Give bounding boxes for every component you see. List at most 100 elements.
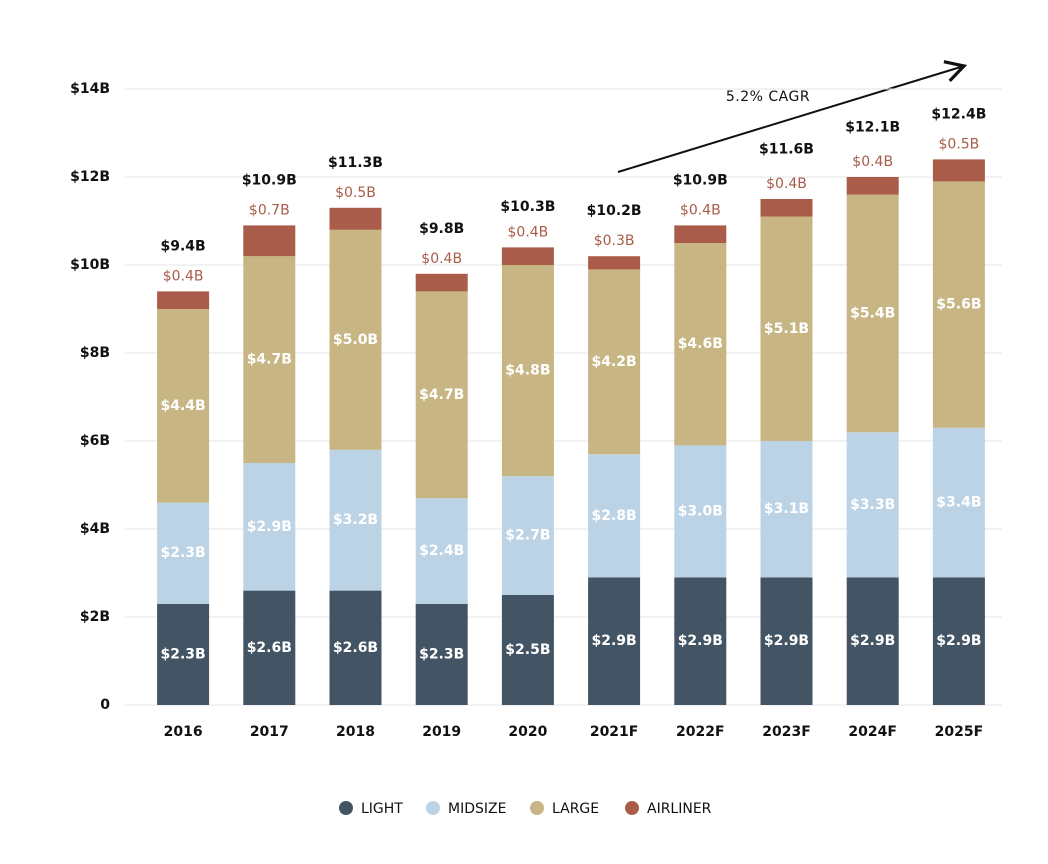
value-label: $4.7B xyxy=(419,387,464,403)
value-label: $3.0B xyxy=(678,503,723,519)
bar-segment xyxy=(846,577,899,705)
x-tick-label: 2025F xyxy=(935,724,984,740)
total-label: $10.2B xyxy=(587,203,642,219)
bar-segment xyxy=(846,432,899,578)
value-label: $2.9B xyxy=(936,633,981,649)
bar-segment xyxy=(588,577,641,705)
y-tick-label: $6B xyxy=(80,433,110,449)
value-label: $0.3B xyxy=(594,233,635,249)
bar-segment xyxy=(932,577,985,705)
value-label: $0.7B xyxy=(249,202,290,218)
bar-segment xyxy=(501,247,554,265)
bar-segment xyxy=(846,177,899,195)
value-label: $2.5B xyxy=(505,642,550,658)
total-label: $11.6B xyxy=(759,142,814,158)
bar-segment xyxy=(932,427,985,578)
legend-swatch xyxy=(339,801,353,815)
legend-swatch xyxy=(625,801,639,815)
value-label: $2.9B xyxy=(850,633,895,649)
bar-segment xyxy=(243,225,296,257)
legend-label: LARGE xyxy=(552,801,599,817)
value-label: $2.9B xyxy=(591,633,636,649)
bar-segment xyxy=(329,229,382,450)
x-tick-label: 2018 xyxy=(336,724,375,740)
bar-segment xyxy=(588,256,641,270)
cagr-arrow xyxy=(617,60,968,173)
value-label: $3.3B xyxy=(850,497,895,513)
value-label: $2.7B xyxy=(505,528,550,544)
bar-segment xyxy=(932,181,985,428)
bar-segment xyxy=(760,441,813,578)
x-tick-label: 2020 xyxy=(508,724,547,740)
y-tick-label: $4B xyxy=(80,521,110,537)
x-tick-label: 2022F xyxy=(676,724,725,740)
total-label: $9.4B xyxy=(160,238,205,254)
value-label: $5.0B xyxy=(333,332,378,348)
bar-segment xyxy=(329,590,382,705)
value-label: $0.4B xyxy=(680,202,721,218)
y-tick-label: $8B xyxy=(80,345,110,361)
y-tick-label: $12B xyxy=(70,169,110,185)
legend-swatch xyxy=(426,801,440,815)
y-tick-label: $10B xyxy=(70,257,110,273)
total-label: $10.9B xyxy=(673,172,728,188)
total-label: $9.8B xyxy=(419,221,464,237)
value-label: $4.4B xyxy=(160,398,205,414)
value-label: $5.1B xyxy=(764,321,809,337)
total-label: $12.1B xyxy=(845,120,900,136)
total-label: $12.4B xyxy=(931,106,986,122)
value-label: $3.1B xyxy=(764,501,809,517)
bar-segment xyxy=(243,590,296,705)
value-label: $4.6B xyxy=(678,336,723,352)
y-tick-label: $14B xyxy=(70,81,110,97)
bar-segment xyxy=(674,577,727,705)
value-label: $0.4B xyxy=(852,154,893,170)
bar-segment xyxy=(760,199,813,217)
y-tick-label: 0 xyxy=(100,697,110,713)
bar-segment xyxy=(329,207,382,230)
value-label: $0.4B xyxy=(766,176,807,192)
bar-segment xyxy=(674,243,727,446)
value-label: $0.4B xyxy=(163,268,204,284)
bar-segment xyxy=(157,291,210,309)
value-label: $0.5B xyxy=(335,185,376,201)
value-label: $4.2B xyxy=(591,354,636,370)
value-label: $5.6B xyxy=(936,297,981,313)
value-label: $2.9B xyxy=(247,519,292,535)
bar-segment xyxy=(243,256,296,463)
total-label: $11.3B xyxy=(328,155,383,171)
bar-segment xyxy=(415,273,468,292)
total-label: $10.3B xyxy=(500,199,555,215)
value-label: $4.8B xyxy=(505,363,550,379)
value-label: $2.4B xyxy=(419,543,464,559)
value-label: $2.3B xyxy=(160,646,205,662)
bar-segment xyxy=(588,454,641,578)
bar-segment xyxy=(157,502,210,604)
value-label: $2.9B xyxy=(764,633,809,649)
bar-segment xyxy=(760,216,813,441)
x-tick-label: 2019 xyxy=(422,724,461,740)
total-label: $10.9B xyxy=(242,172,297,188)
bar-segment xyxy=(415,498,468,604)
bar-segment xyxy=(674,225,727,243)
bar-segment xyxy=(243,463,296,591)
bar-segment xyxy=(501,595,554,705)
value-label: $5.4B xyxy=(850,305,895,321)
bar-segment xyxy=(157,309,210,503)
value-label: $3.4B xyxy=(936,495,981,511)
value-label: $2.6B xyxy=(333,640,378,656)
value-label: $0.4B xyxy=(508,224,549,240)
x-tick-label: 2016 xyxy=(164,724,203,740)
y-tick-label: $2B xyxy=(80,609,110,625)
bar-segment xyxy=(588,269,641,455)
value-label: $0.5B xyxy=(939,136,980,152)
bar-segment xyxy=(415,291,468,499)
bar-segment xyxy=(501,476,554,595)
bar-segment xyxy=(157,603,210,705)
bar-segment xyxy=(674,445,727,578)
value-label: $0.4B xyxy=(421,251,462,267)
legend-swatch xyxy=(530,801,544,815)
bar-segment xyxy=(760,577,813,705)
legend-label: LIGHT xyxy=(361,801,403,817)
